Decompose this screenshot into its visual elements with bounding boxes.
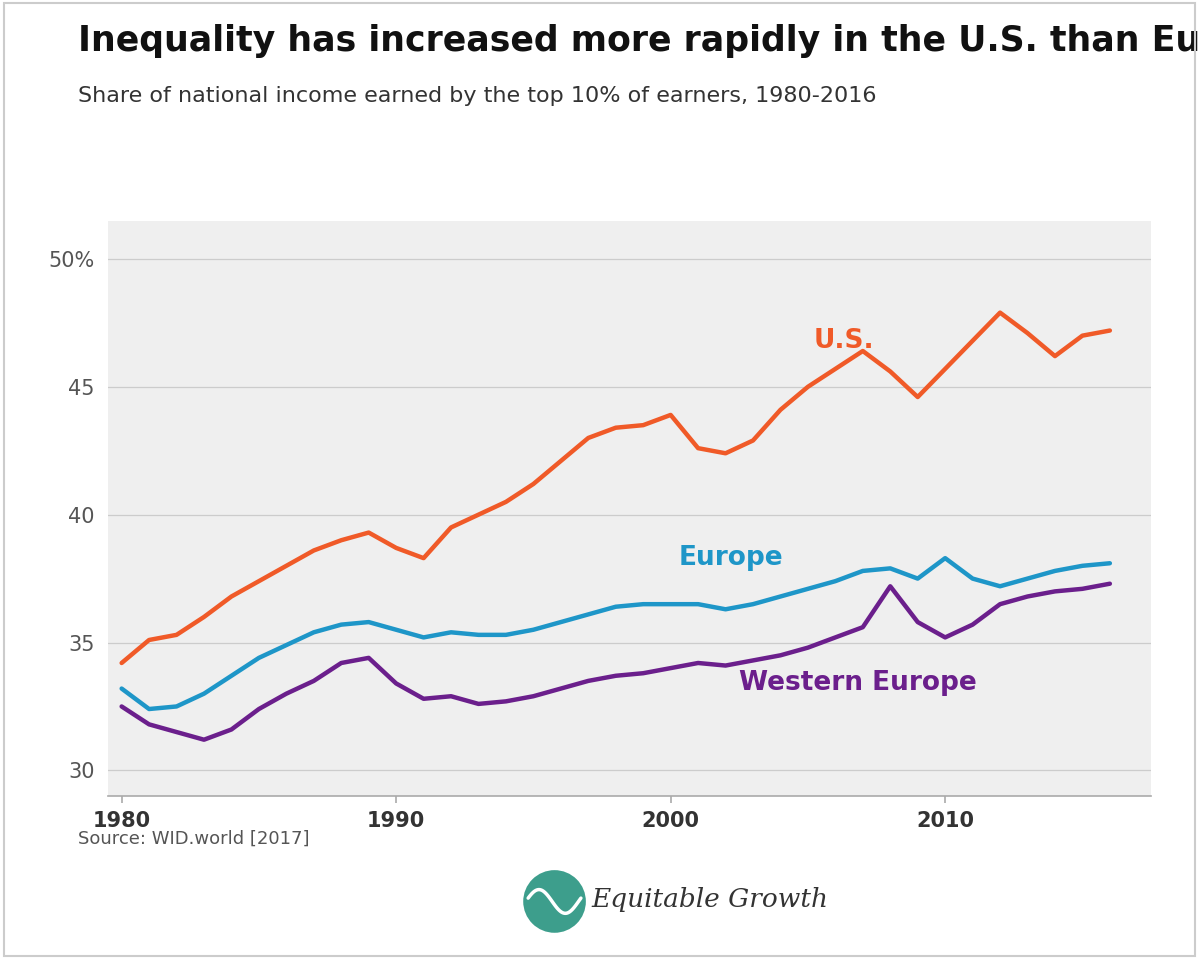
Text: Share of national income earned by the top 10% of earners, 1980-2016: Share of national income earned by the t… bbox=[78, 86, 876, 106]
Text: U.S.: U.S. bbox=[813, 328, 874, 354]
Text: Equitable Growth: Equitable Growth bbox=[591, 887, 829, 912]
Text: Europe: Europe bbox=[679, 545, 783, 571]
Text: Western Europe: Western Europe bbox=[740, 670, 977, 696]
Text: Source: WID.world [2017]: Source: WID.world [2017] bbox=[78, 830, 309, 848]
Text: Inequality has increased more rapidly in the U.S. than Europe: Inequality has increased more rapidly in… bbox=[78, 24, 1199, 58]
Ellipse shape bbox=[523, 870, 586, 933]
